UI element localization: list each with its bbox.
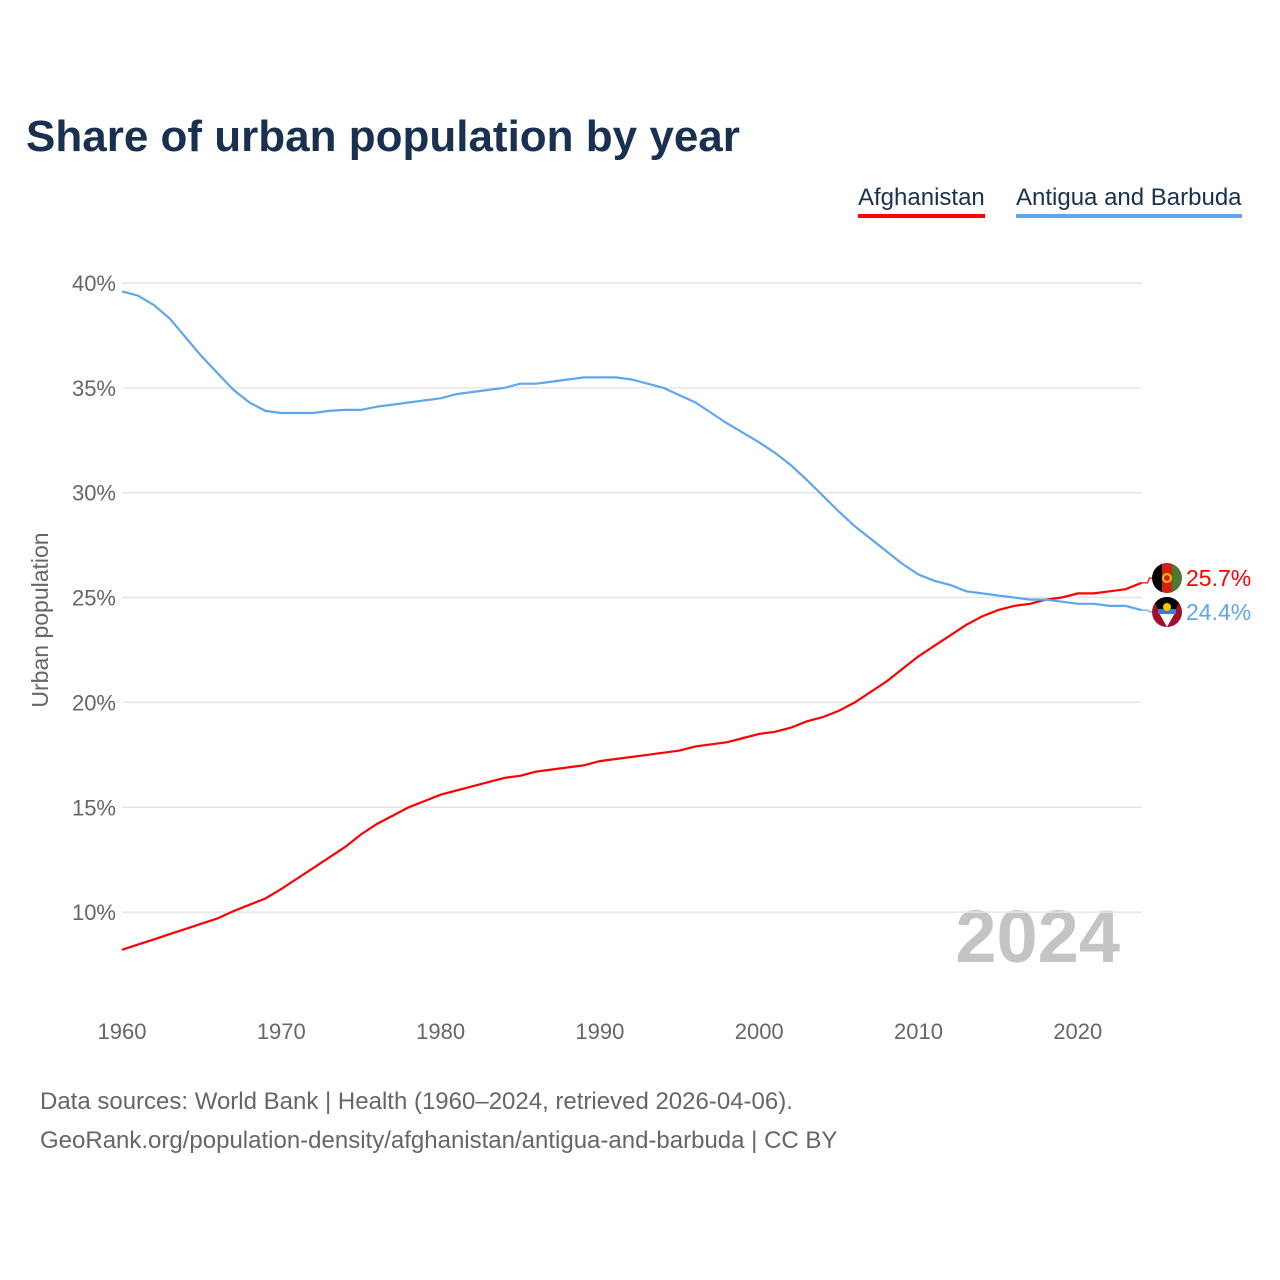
x-tick-label: 1980 <box>416 1019 465 1044</box>
footer-url[interactable]: GeoRank.org/population-density/afghanist… <box>40 1127 838 1154</box>
y-tick-label: 25% <box>72 586 116 611</box>
footer-sources: Data sources: World Bank | Health (1960–… <box>40 1088 793 1115</box>
legend-antigua-and-barbuda[interactable]: Antigua and Barbuda <box>1016 184 1242 218</box>
end-label-connector <box>1141 609 1152 613</box>
x-tick-label: 1970 <box>257 1019 306 1044</box>
end-value-label: 25.7% <box>1186 565 1251 591</box>
x-tick-label: 2010 <box>894 1019 943 1044</box>
y-tick-label: 10% <box>72 900 116 925</box>
series-line-antigua-and-barbuda[interactable] <box>121 290 1142 612</box>
chart-title: Share of urban population by year <box>26 112 740 161</box>
y-tick-label: 40% <box>72 271 116 296</box>
y-tick-label: 35% <box>72 376 116 401</box>
x-tick-label: 2000 <box>735 1019 784 1044</box>
y-tick-label: 20% <box>72 690 116 715</box>
afghanistan-flag-icon <box>1152 563 1182 593</box>
end-value-label: 24.4% <box>1186 599 1251 625</box>
x-tick-label: 2020 <box>1053 1019 1102 1044</box>
y-tick-label: 15% <box>72 795 116 820</box>
antigua-flag-icon <box>1152 597 1182 627</box>
legend-afghanistan[interactable]: Afghanistan <box>858 184 985 218</box>
series-line-afghanistan[interactable] <box>121 581 1142 951</box>
year-watermark: 2024 <box>955 895 1120 978</box>
end-label-connector <box>1141 577 1152 584</box>
y-axis-label: Urban population <box>27 532 53 707</box>
y-tick-label: 30% <box>72 481 116 506</box>
x-tick-label: 1960 <box>98 1019 147 1044</box>
x-tick-label: 1990 <box>575 1019 624 1044</box>
